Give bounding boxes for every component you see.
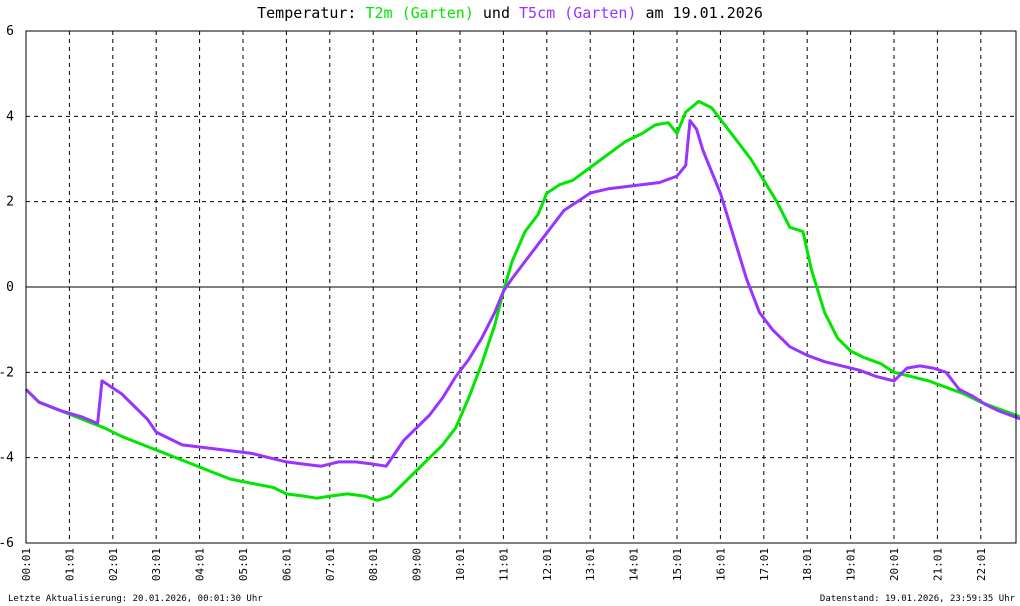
x-tick-label: 20:01 bbox=[888, 548, 901, 581]
x-tick-label: 13:01 bbox=[584, 548, 597, 581]
y-tick-label: 6 bbox=[6, 24, 14, 39]
x-tick-label: 00:01 bbox=[20, 548, 33, 581]
x-tick-label: 10:01 bbox=[454, 548, 467, 581]
y-tick-label: -2 bbox=[0, 365, 14, 380]
x-tick-label: 22:01 bbox=[975, 548, 988, 581]
x-tick-label: 17:01 bbox=[758, 548, 771, 581]
x-tick-label: 07:01 bbox=[324, 548, 337, 581]
x-tick-label: 04:01 bbox=[194, 548, 207, 581]
grid bbox=[26, 31, 1016, 543]
title-series2: T5cm (Garten) bbox=[519, 4, 636, 22]
series-line-t2m bbox=[24, 99, 1020, 502]
chart-title: Temperatur: T2m (Garten) und T5cm (Garte… bbox=[257, 4, 763, 22]
y-axis-ticks: -6 -4 -2 0 2 4 6 bbox=[0, 24, 14, 551]
x-tick-label: 14:01 bbox=[628, 548, 641, 581]
y-tick-label: -4 bbox=[0, 451, 14, 466]
y-tick-label: 0 bbox=[6, 280, 14, 295]
x-tick-label: 11:01 bbox=[497, 548, 510, 581]
x-tick-label: 06:01 bbox=[280, 548, 293, 581]
title-suffix: am 19.01.2026 bbox=[636, 4, 762, 22]
x-tick-label: 19:01 bbox=[845, 548, 858, 581]
title-prefix: Temperatur: bbox=[257, 4, 365, 22]
y-tick-label: -6 bbox=[0, 536, 14, 551]
x-tick-label: 16:01 bbox=[714, 548, 727, 581]
x-tick-label: 03:01 bbox=[150, 548, 163, 581]
x-tick-label: 21:01 bbox=[931, 548, 944, 581]
x-tick-label: 23:01 bbox=[1018, 548, 1020, 581]
x-tick-label: 05:01 bbox=[237, 548, 250, 581]
plot-frame bbox=[25, 30, 1017, 544]
series-line-t5cm bbox=[24, 119, 1020, 468]
x-axis-ticks: 00:01 01:01 02:01 03:01 04:01 05:01 06:01 07:01… bbox=[20, 548, 1020, 581]
series-lines bbox=[24, 99, 1020, 502]
x-tick-label: 12:01 bbox=[541, 548, 554, 581]
footer-last-update: Letzte Aktualisierung: 20.01.2026, 00:01… bbox=[8, 594, 263, 604]
title-series1: T2m (Garten) bbox=[366, 4, 474, 22]
y-tick-label: 4 bbox=[6, 109, 14, 124]
title-middle: und bbox=[474, 4, 519, 22]
y-tick-label: 2 bbox=[6, 195, 14, 210]
x-tick-label: 18:01 bbox=[801, 548, 814, 581]
x-tick-label: 15:01 bbox=[671, 548, 684, 581]
x-tick-label: 09:00 bbox=[411, 548, 424, 581]
x-tick-label: 01:01 bbox=[63, 548, 76, 581]
footer-data-status: Datenstand: 19.01.2026, 23:59:35 Uhr bbox=[820, 594, 1016, 604]
x-tick-label: 02:01 bbox=[107, 548, 120, 581]
x-tick-label: 08:01 bbox=[367, 548, 380, 581]
